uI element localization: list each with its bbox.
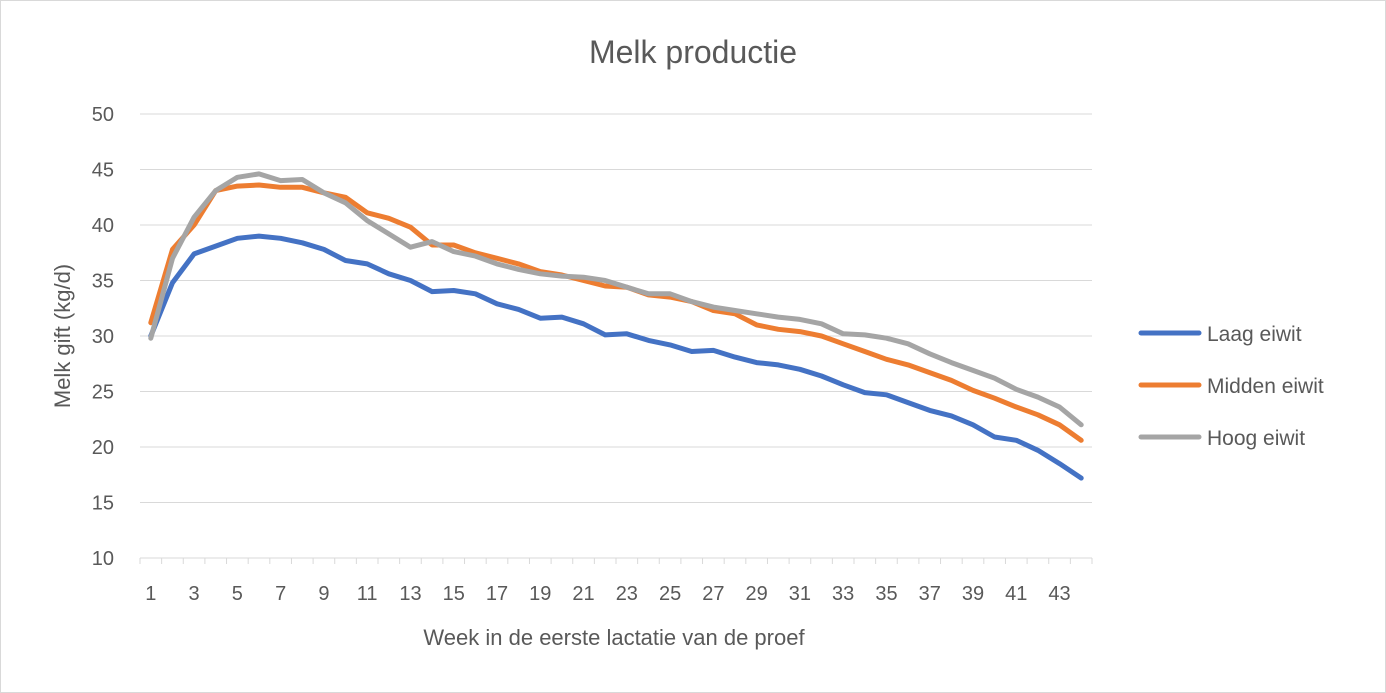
y-tick-label: 20 [92, 437, 114, 459]
x-tick-label: 7 [275, 583, 286, 605]
x-tick-label: 17 [486, 583, 508, 605]
x-tick-label: 25 [659, 583, 681, 605]
x-tick-label: 43 [1048, 583, 1070, 605]
x-axis [139, 557, 1093, 564]
x-axis-ticks: 1 3 5 7 9 11 13 15 17 19 21 23 25 27 29 31 33 35 37 39 41 43 [145, 583, 1070, 605]
y-tick-label: 30 [92, 326, 114, 348]
x-tick-label: 23 [616, 583, 638, 605]
chart-title: Melk productie [589, 34, 797, 70]
x-axis-label: Week in de eerste lactatie van de proef [423, 625, 805, 650]
x-tick-label: 13 [399, 583, 421, 605]
x-tick-label: 35 [875, 583, 897, 605]
y-tick-label: 35 [92, 271, 114, 293]
gridlines [140, 113, 1092, 503]
x-tick-label: 19 [529, 583, 551, 605]
x-tick-label: 21 [572, 583, 594, 605]
legend-label: Hoog eiwit [1207, 427, 1305, 450]
y-axis-label: Melk gift (kg/d) [50, 264, 75, 408]
y-tick-label: 10 [92, 548, 114, 570]
x-tick-label: 1 [145, 583, 156, 605]
x-tick-label: 41 [1005, 583, 1027, 605]
legend-label: Midden eiwit [1207, 375, 1324, 398]
x-tick-label: 15 [443, 583, 465, 605]
x-tick-label: 37 [919, 583, 941, 605]
y-tick-label: 25 [92, 382, 114, 404]
series-line-laag-eiwit [148, 233, 1084, 481]
x-tick-label: 31 [789, 583, 811, 605]
y-axis-ticks: 10 15 20 25 30 35 40 45 50 [92, 104, 114, 570]
y-tick-label: 50 [92, 104, 114, 126]
x-tick-label: 33 [832, 583, 854, 605]
series-line-midden-eiwit [148, 182, 1084, 443]
series-lines [148, 171, 1084, 481]
x-tick-label: 5 [232, 583, 243, 605]
y-tick-label: 45 [92, 160, 114, 182]
y-tick-label: 40 [92, 215, 114, 237]
legend: Laag eiwit Midden eiwit Hoog eiwit [1138, 323, 1324, 450]
x-tick-label: 39 [962, 583, 984, 605]
x-tick-label: 27 [702, 583, 724, 605]
legend-label: Laag eiwit [1207, 323, 1302, 346]
x-tick-label: 11 [357, 583, 378, 605]
series-line-hoog-eiwit [148, 171, 1084, 428]
x-tick-label: 9 [318, 583, 329, 605]
y-tick-label: 15 [92, 493, 114, 515]
x-tick-label: 29 [746, 583, 768, 605]
x-tick-label: 3 [189, 583, 200, 605]
